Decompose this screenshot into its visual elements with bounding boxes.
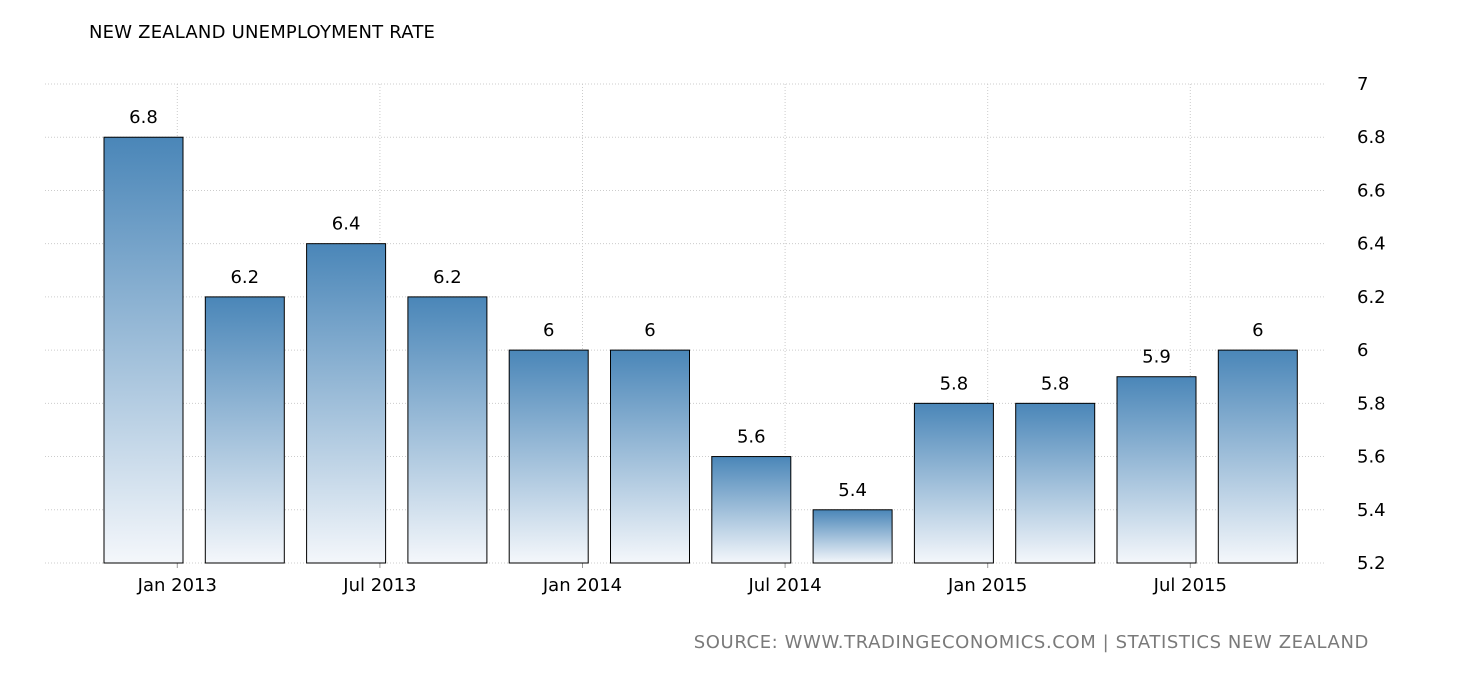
y-tick-label: 6.6: [1357, 180, 1386, 201]
bar: [1015, 402, 1096, 564]
x-tick-label: Jul 2015: [1153, 575, 1227, 596]
bar: [306, 243, 387, 564]
bar: [204, 296, 285, 564]
bar: [103, 136, 184, 564]
y-tick-label: 5.8: [1357, 393, 1386, 414]
x-tick-label: Jan 2013: [137, 575, 217, 596]
y-tick-label: 5.6: [1357, 447, 1386, 468]
bars: [103, 136, 1298, 564]
bar: [1217, 349, 1298, 564]
data-label: 6.8: [129, 107, 158, 128]
data-label: 6: [1252, 320, 1263, 341]
bar: [913, 402, 994, 564]
y-tick-label: 6: [1357, 340, 1368, 361]
y-tick-label: 6.4: [1357, 234, 1386, 255]
y-tick-label: 5.4: [1357, 500, 1386, 521]
x-tick-label: Jul 2014: [747, 575, 821, 596]
y-axis-ticks: 7 6.8 6.6 6.4 6.2 6 5.8 5.6 5.4 5.2: [1357, 74, 1386, 574]
data-label: 5.4: [838, 480, 867, 501]
data-label: 5.9: [1142, 347, 1171, 368]
y-tick-label: 6.2: [1357, 287, 1386, 308]
bar: [812, 509, 893, 564]
data-label: 6.4: [332, 214, 361, 235]
x-axis-ticks: Jan 2013 Jul 2013 Jan 2014 Jul 2014 Jan 2015…: [137, 575, 1227, 596]
bar: [711, 456, 792, 564]
bar: [407, 296, 488, 564]
bar: [508, 349, 589, 564]
data-label: 5.6: [737, 427, 766, 448]
data-label: 6.2: [230, 267, 259, 288]
data-label: 6: [543, 320, 554, 341]
x-tick-label: Jan 2015: [947, 575, 1027, 596]
y-tick-label: 5.2: [1357, 553, 1386, 574]
y-tick-label: 7: [1357, 74, 1368, 95]
data-label: 6: [644, 320, 655, 341]
chart-title: NEW ZEALAND UNEMPLOYMENT RATE: [89, 22, 436, 43]
y-tick-label: 6.8: [1357, 127, 1386, 148]
data-label: 5.8: [940, 373, 969, 394]
data-label: 6.2: [433, 267, 462, 288]
data-labels: 6.8 6.2 6.4 6.2 6 6 5.6 5.4 5.8 5.8 5.9 6: [129, 107, 1263, 501]
x-tick-label: Jul 2013: [342, 575, 416, 596]
bar: [610, 349, 690, 564]
x-tick-label: Jan 2014: [542, 575, 622, 596]
bar: [1116, 376, 1197, 564]
data-label: 5.8: [1041, 373, 1070, 394]
source-note: SOURCE: WWW.TRADINGECONOMICS.COM | STATI…: [693, 632, 1369, 653]
